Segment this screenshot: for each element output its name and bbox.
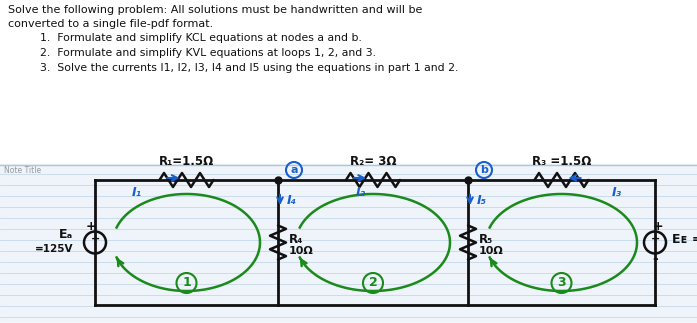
Text: converted to a single file-pdf format.: converted to a single file-pdf format. (8, 19, 213, 29)
Text: Note Title: Note Title (4, 166, 41, 175)
Text: I₁: I₁ (132, 185, 142, 199)
Text: R₄: R₄ (289, 233, 303, 246)
Text: +: + (652, 220, 664, 233)
Text: R₁=1.5Ω: R₁=1.5Ω (159, 155, 214, 168)
Text: -: - (652, 252, 658, 266)
Text: 3: 3 (557, 276, 566, 289)
Text: I₄: I₄ (287, 193, 297, 206)
Text: 3.  Solve the currents I1, I2, I3, I4 and I5 using the equations in part 1 and 2: 3. Solve the currents I1, I2, I3, I4 and… (40, 63, 459, 73)
Text: =125V: =125V (34, 244, 73, 254)
Text: 2: 2 (369, 276, 377, 289)
Text: R₃ =1.5Ω: R₃ =1.5Ω (532, 155, 591, 168)
Text: R₅: R₅ (479, 233, 493, 246)
Text: 10Ω: 10Ω (289, 245, 314, 255)
Text: Solve the following problem: All solutions must be handwritten and will be: Solve the following problem: All solutio… (8, 5, 422, 15)
Text: I₃: I₃ (612, 185, 622, 199)
Text: 2.  Formulate and simplify KVL equations at loops 1, 2, and 3.: 2. Formulate and simplify KVL equations … (40, 48, 376, 58)
Text: R₂= 3Ω: R₂= 3Ω (350, 155, 397, 168)
Text: 1.  Formulate and simplify KCL equations at nodes a and b.: 1. Formulate and simplify KCL equations … (40, 33, 362, 43)
Bar (0, 164, 697, 321)
Text: Eₐ: Eₐ (59, 228, 73, 241)
Text: 10Ω: 10Ω (479, 245, 504, 255)
Text: a: a (290, 165, 298, 175)
Text: +: + (650, 234, 659, 244)
Text: Eᴇ = 110V: Eᴇ = 110V (672, 233, 697, 246)
Text: +: + (91, 234, 100, 244)
Text: 1: 1 (182, 276, 191, 289)
Text: I₅: I₅ (477, 193, 487, 206)
Text: I₂: I₂ (356, 185, 366, 199)
Text: b: b (480, 165, 488, 175)
Bar (0, 0, 697, 163)
Text: +: + (86, 220, 96, 233)
